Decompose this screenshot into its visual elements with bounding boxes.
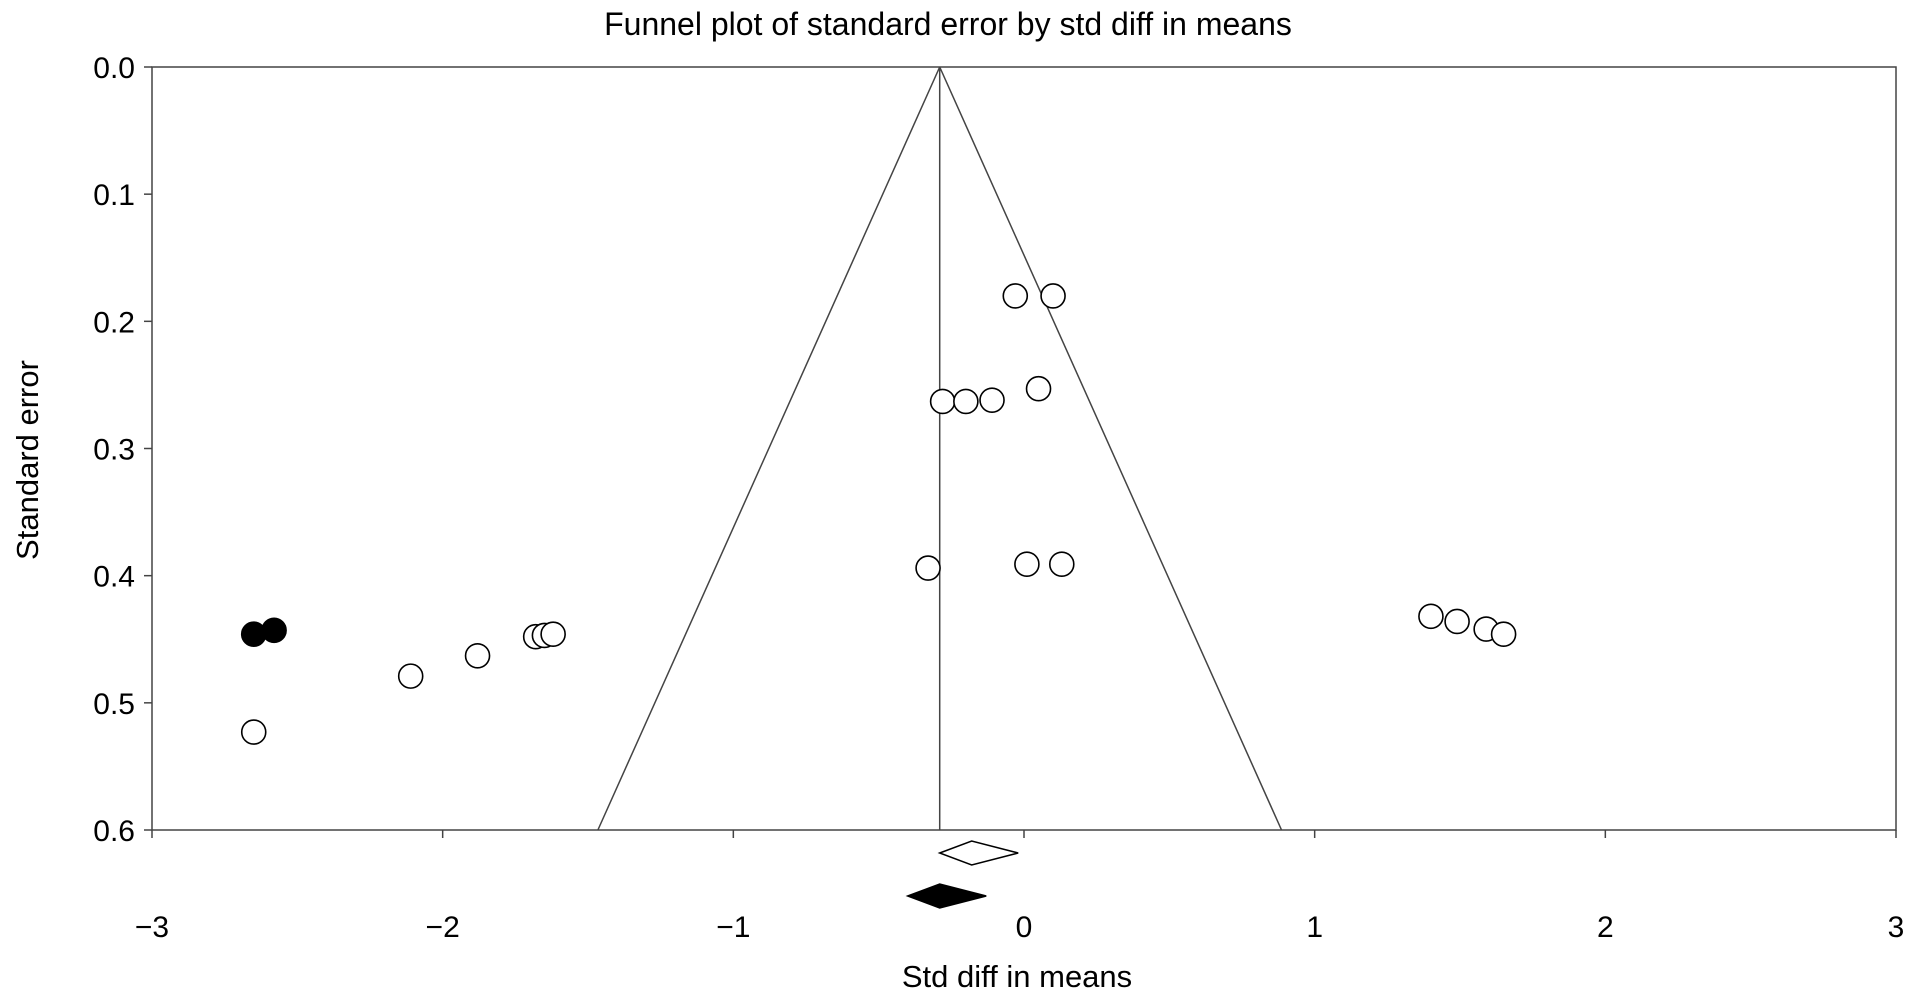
y-tick-label: 0.3 (93, 434, 135, 467)
observed-study-point (240, 719, 267, 745)
y-tick-label: 0.6 (93, 815, 135, 848)
plot-area-frame (151, 66, 1897, 831)
x-tick-label: −2 (426, 911, 460, 944)
x-axis-ticks: −3 −2 −1 0 1 2 3 (135, 830, 1904, 944)
y-axis-label: Standard error (10, 360, 45, 560)
observed-study-point (540, 621, 566, 647)
x-tick-label: −1 (716, 911, 750, 944)
observed-study-point (464, 642, 491, 669)
observed-study-point (915, 555, 941, 581)
observed-study-point (979, 387, 1005, 413)
data-points (240, 283, 1517, 745)
funnel-right-line (939, 66, 1283, 831)
y-tick-label: 0.1 (93, 179, 135, 212)
summary-diamonds (905, 840, 1019, 909)
x-tick-label: 1 (1306, 911, 1323, 944)
observed-study-point (953, 388, 979, 415)
x-axis-label: Std diff in means (902, 959, 1132, 994)
observed-study-point (1014, 551, 1040, 578)
y-axis-ticks: 0.0 0.1 0.2 0.3 0.4 0.5 0.6 (93, 52, 152, 848)
y-tick-label: 0.0 (93, 52, 135, 85)
observed-study-point (1040, 283, 1066, 309)
funnel-lines (597, 66, 1283, 831)
observed-study-point (1418, 603, 1444, 630)
x-tick-label: 3 (1888, 911, 1905, 944)
observed-study-point (1002, 283, 1029, 309)
observed-study-point (1490, 621, 1517, 647)
observed-estimate-diamond (937, 840, 1019, 866)
funnel-left-line (597, 66, 941, 831)
observed-study-point (1444, 608, 1470, 635)
x-tick-label: 2 (1597, 911, 1614, 944)
imputed-study-point (261, 617, 287, 644)
y-tick-label: 0.5 (93, 688, 135, 721)
observed-study-point (397, 663, 424, 689)
observed-study-point (929, 388, 956, 415)
adjusted-estimate-diamond (905, 883, 987, 909)
x-tick-label: 0 (1016, 911, 1033, 944)
y-tick-label: 0.2 (93, 306, 135, 339)
y-tick-label: 0.4 (93, 561, 135, 594)
observed-study-point (1048, 551, 1075, 578)
chart-title: Funnel plot of standard error by std dif… (604, 6, 1292, 42)
x-tick-label: −3 (135, 911, 169, 944)
observed-study-point (1025, 375, 1052, 402)
